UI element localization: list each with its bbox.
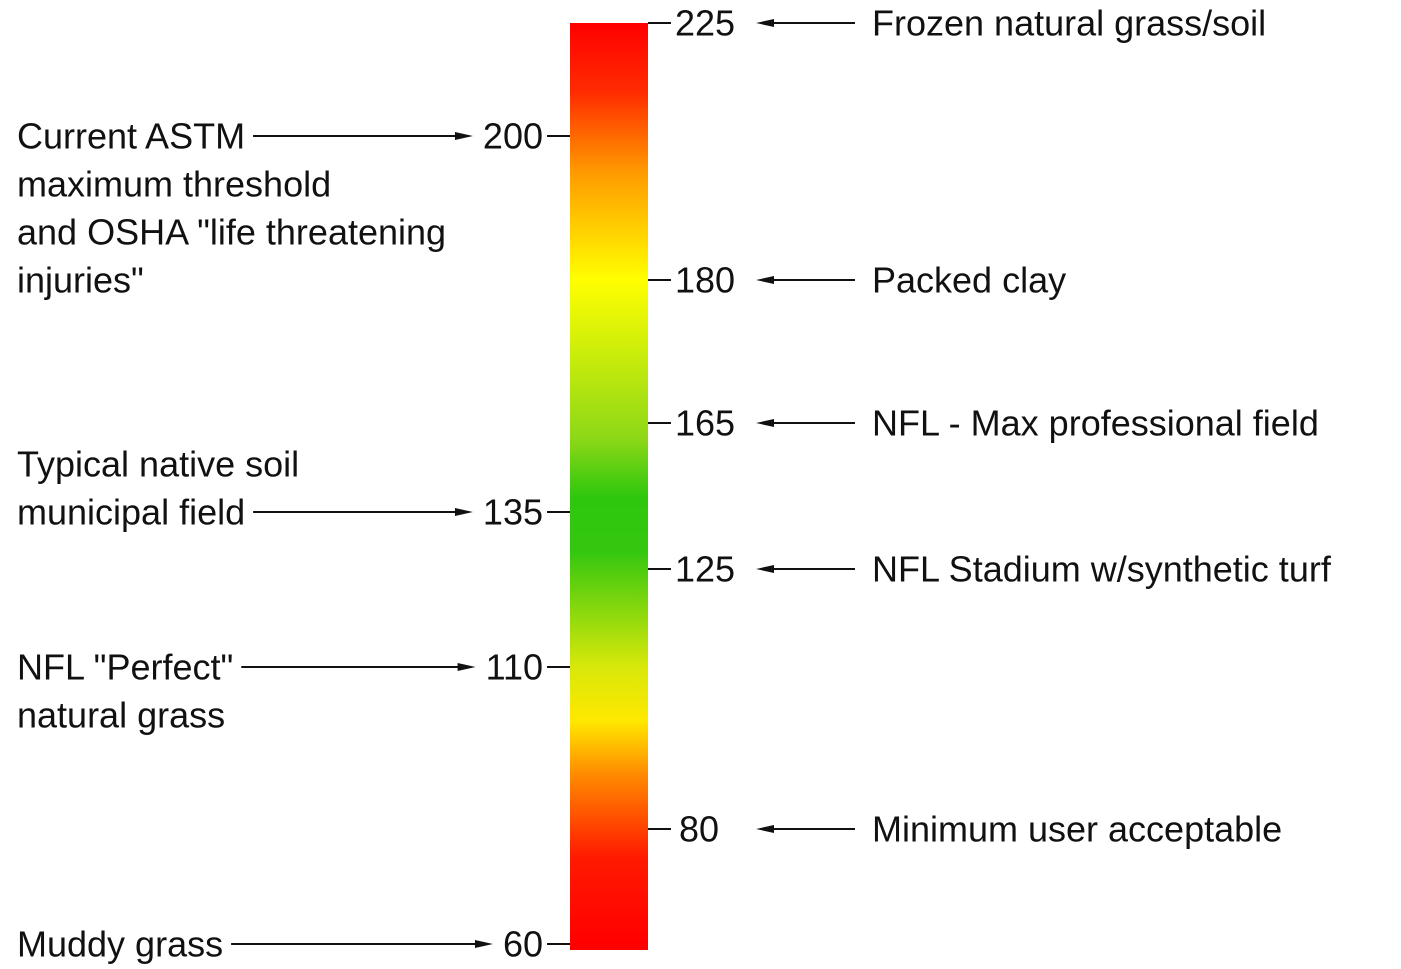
right-marker-125: 125 NFL Stadium w/synthetic turf [648, 549, 1332, 590]
right-marker-165: 165 NFL - Max professional field [648, 403, 1319, 444]
tick-label-125: 125 [675, 549, 735, 590]
left-label-200-line-3: and OSHA "life threatening [17, 212, 446, 253]
arrow-head-80 [756, 825, 774, 833]
arrow-head-110 [457, 663, 476, 671]
tick-label-200: 200 [483, 116, 543, 157]
left-marker-60: 60 Muddy grass [17, 924, 570, 965]
left-label-60-line-1: Muddy grass [17, 924, 223, 965]
tick-label-80: 80 [679, 809, 719, 850]
right-label-225: Frozen natural grass/soil [872, 3, 1266, 44]
tick-label-225: 225 [675, 3, 735, 44]
right-label-125: NFL Stadium w/synthetic turf [872, 549, 1332, 590]
right-marker-225: 225 Frozen natural grass/soil [648, 3, 1266, 44]
left-marker-135: 135 Typical native soil municipal field [17, 444, 570, 533]
right-label-180: Packed clay [872, 260, 1066, 301]
arrow-head-125 [756, 565, 774, 573]
arrow-head-60 [474, 940, 493, 948]
left-label-135-line-2: municipal field [17, 492, 245, 533]
arrow-head-225 [756, 19, 774, 27]
left-marker-200: 200 Current ASTM maximum threshold and OSHA… [17, 116, 570, 301]
tick-label-180: 180 [675, 260, 735, 301]
arrow-head-180 [756, 276, 774, 284]
arrow-head-200 [454, 132, 473, 140]
left-label-135-line-1: Typical native soil [17, 444, 299, 485]
color-scale-bar [570, 23, 648, 950]
left-label-200-line-4: injuries" [17, 260, 144, 301]
right-marker-80: 80 Minimum user acceptable [648, 809, 1282, 850]
right-label-80: Minimum user acceptable [872, 809, 1282, 850]
left-label-110-line-1: NFL "Perfect" [17, 647, 233, 688]
arrow-head-165 [756, 419, 774, 427]
left-markers: 200 Current ASTM maximum threshold and OSHA… [17, 116, 570, 965]
tick-label-165: 165 [675, 403, 735, 444]
right-markers: 225 Frozen natural grass/soil 180 Packed cl… [648, 3, 1332, 850]
tick-label-110: 110 [486, 647, 543, 688]
left-label-200-line-1: Current ASTM [17, 116, 245, 157]
left-marker-110: 110 NFL "Perfect" natural grass [17, 647, 570, 736]
left-label-200-line-2: maximum threshold [17, 164, 331, 205]
arrow-head-135 [454, 508, 473, 516]
right-marker-180: 180 Packed clay [648, 260, 1066, 301]
tick-label-60: 60 [503, 924, 543, 965]
right-label-165: NFL - Max professional field [872, 403, 1319, 444]
left-label-110-line-2: natural grass [17, 695, 225, 736]
tick-label-135: 135 [483, 492, 543, 533]
